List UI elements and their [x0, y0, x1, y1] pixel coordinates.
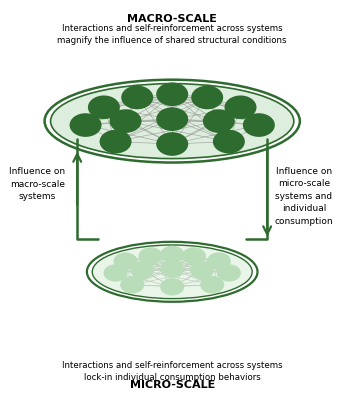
Ellipse shape: [156, 82, 188, 106]
Ellipse shape: [50, 84, 294, 158]
Text: Influence on
macro-scale
systems: Influence on macro-scale systems: [9, 167, 65, 201]
Ellipse shape: [88, 96, 120, 119]
Ellipse shape: [70, 113, 102, 137]
Ellipse shape: [156, 107, 188, 131]
Ellipse shape: [217, 264, 241, 282]
Text: Influence on
micro-scale
systems and
individual
consumption: Influence on micro-scale systems and ind…: [274, 166, 333, 226]
Ellipse shape: [200, 276, 224, 294]
Text: MACRO-SCALE: MACRO-SCALE: [127, 14, 217, 24]
Ellipse shape: [156, 132, 188, 156]
Ellipse shape: [109, 109, 142, 133]
Ellipse shape: [191, 86, 223, 109]
Ellipse shape: [114, 252, 138, 270]
Text: Interactions and self-reinforcement across systems
magnify the influence of shar: Interactions and self-reinforcement acro…: [58, 24, 287, 45]
Text: Interactions and self-reinforcement across systems
lock-in individual consumptio: Interactions and self-reinforcement acro…: [62, 361, 283, 382]
Ellipse shape: [225, 96, 257, 119]
Ellipse shape: [243, 113, 275, 137]
Ellipse shape: [160, 246, 184, 263]
Ellipse shape: [182, 247, 206, 265]
Ellipse shape: [203, 109, 235, 133]
Ellipse shape: [120, 276, 144, 294]
Ellipse shape: [121, 86, 153, 109]
Ellipse shape: [207, 252, 231, 270]
Ellipse shape: [190, 262, 214, 279]
Ellipse shape: [99, 130, 132, 154]
Ellipse shape: [139, 247, 163, 265]
Ellipse shape: [213, 130, 245, 154]
Text: MICRO-SCALE: MICRO-SCALE: [130, 380, 215, 390]
Ellipse shape: [160, 278, 184, 296]
Ellipse shape: [104, 264, 128, 282]
Ellipse shape: [92, 245, 252, 299]
Ellipse shape: [160, 260, 184, 278]
Ellipse shape: [130, 262, 154, 279]
